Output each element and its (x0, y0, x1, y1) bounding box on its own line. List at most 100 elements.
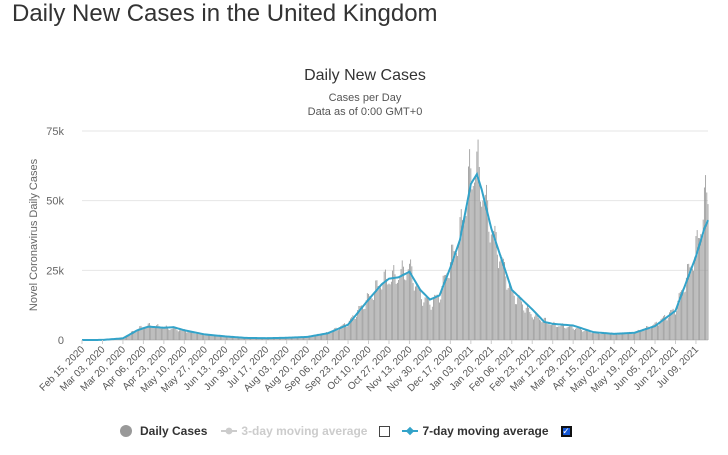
daily-case-bar[interactable] (447, 277, 449, 340)
daily-case-bar[interactable] (365, 300, 367, 340)
daily-case-bar[interactable] (513, 295, 515, 340)
daily-case-bar[interactable] (300, 336, 302, 340)
daily-case-bar[interactable] (525, 307, 527, 340)
daily-case-bar[interactable] (551, 325, 552, 340)
daily-case-bar[interactable] (602, 331, 604, 340)
daily-case-bar[interactable] (488, 231, 490, 340)
daily-case-bar[interactable] (469, 149, 471, 340)
daily-case-bar[interactable] (705, 175, 707, 340)
daily-case-bar[interactable] (652, 325, 654, 340)
daily-case-bar[interactable] (453, 251, 455, 340)
daily-case-bar[interactable] (540, 320, 542, 340)
daily-case-bar[interactable] (362, 305, 363, 340)
daily-case-bar[interactable] (342, 324, 344, 340)
daily-case-bar[interactable] (318, 334, 320, 340)
daily-case-bar[interactable] (433, 298, 434, 340)
daily-case-bar[interactable] (589, 331, 591, 340)
daily-case-bar[interactable] (454, 251, 456, 340)
daily-case-bar[interactable] (418, 286, 420, 340)
daily-case-bar[interactable] (128, 335, 130, 340)
daily-case-bar[interactable] (561, 323, 563, 340)
daily-case-bar[interactable] (452, 244, 454, 340)
daily-case-bar[interactable] (180, 329, 182, 340)
daily-case-bar[interactable] (523, 310, 525, 340)
daily-case-bar[interactable] (287, 338, 289, 340)
daily-case-bar[interactable] (676, 311, 678, 340)
daily-case-bar[interactable] (269, 338, 271, 340)
daily-case-bar[interactable] (313, 335, 315, 340)
daily-case-bar[interactable] (234, 337, 236, 340)
daily-case-bar[interactable] (174, 327, 176, 340)
daily-case-bar[interactable] (366, 293, 368, 340)
daily-case-bar[interactable] (338, 330, 339, 340)
daily-case-bar[interactable] (693, 270, 694, 340)
daily-case-bar[interactable] (463, 222, 465, 340)
daily-case-bar[interactable] (134, 330, 136, 340)
daily-case-bar[interactable] (464, 217, 466, 340)
daily-case-bar[interactable] (298, 337, 300, 340)
daily-case-bar[interactable] (390, 281, 392, 340)
daily-case-bar[interactable] (478, 166, 480, 340)
daily-case-bar[interactable] (465, 216, 467, 340)
daily-case-bar[interactable] (236, 337, 238, 340)
daily-case-bar[interactable] (626, 333, 628, 340)
daily-case-bar[interactable] (324, 333, 326, 340)
daily-case-bar[interactable] (635, 332, 637, 340)
daily-case-bar[interactable] (596, 332, 598, 340)
daily-case-bar[interactable] (220, 336, 221, 340)
daily-case-bar[interactable] (435, 295, 437, 340)
daily-case-bar[interactable] (381, 289, 383, 340)
daily-case-bar[interactable] (617, 334, 619, 340)
daily-case-bar[interactable] (508, 281, 510, 340)
daily-case-bar[interactable] (618, 333, 620, 340)
daily-case-bar[interactable] (430, 309, 432, 340)
daily-case-bar[interactable] (573, 329, 575, 340)
daily-case-bar[interactable] (384, 269, 386, 340)
daily-case-bar[interactable] (197, 332, 198, 340)
daily-case-bar[interactable] (354, 318, 356, 340)
daily-case-bar[interactable] (319, 335, 321, 340)
daily-case-bar[interactable] (252, 338, 254, 340)
daily-case-bar[interactable] (703, 187, 705, 340)
daily-case-bar[interactable] (571, 325, 573, 340)
daily-case-bar[interactable] (192, 331, 194, 340)
daily-case-bar[interactable] (396, 282, 398, 340)
daily-case-bar[interactable] (410, 259, 412, 340)
daily-case-bar[interactable] (388, 283, 390, 340)
daily-case-bar[interactable] (147, 323, 149, 340)
daily-case-bar[interactable] (148, 323, 150, 340)
daily-case-bar[interactable] (353, 316, 355, 340)
daily-case-bar[interactable] (369, 295, 371, 340)
daily-case-bar[interactable] (470, 168, 472, 340)
daily-case-bar[interactable] (416, 284, 418, 340)
daily-case-bar[interactable] (502, 258, 504, 340)
daily-case-bar[interactable] (528, 307, 530, 340)
daily-case-bar[interactable] (474, 182, 475, 340)
daily-case-bar[interactable] (690, 266, 692, 340)
daily-case-bar[interactable] (483, 201, 485, 340)
daily-case-bar[interactable] (263, 338, 265, 340)
daily-case-bar[interactable] (541, 322, 543, 340)
daily-case-bar[interactable] (212, 336, 214, 340)
daily-case-bar[interactable] (694, 256, 696, 340)
daily-case-bar[interactable] (560, 324, 562, 340)
daily-case-bar[interactable] (186, 332, 188, 340)
daily-case-bar[interactable] (409, 263, 410, 340)
daily-case-bar[interactable] (229, 337, 231, 340)
daily-case-bar[interactable] (653, 324, 655, 340)
daily-case-bar[interactable] (395, 283, 397, 340)
daily-case-bar[interactable] (375, 280, 377, 341)
daily-case-bar[interactable] (306, 337, 308, 340)
daily-case-bar[interactable] (691, 268, 693, 340)
daily-case-bar[interactable] (144, 327, 146, 340)
daily-case-bar[interactable] (606, 333, 608, 340)
daily-case-bar[interactable] (522, 304, 524, 340)
daily-case-bar[interactable] (520, 301, 522, 340)
daily-case-bar[interactable] (163, 327, 165, 340)
daily-case-bar[interactable] (542, 321, 544, 340)
daily-case-bar[interactable] (499, 261, 501, 340)
daily-case-bar[interactable] (130, 331, 132, 340)
daily-case-bar[interactable] (646, 326, 648, 340)
daily-case-bar[interactable] (677, 300, 679, 340)
daily-case-bar[interactable] (446, 273, 448, 341)
